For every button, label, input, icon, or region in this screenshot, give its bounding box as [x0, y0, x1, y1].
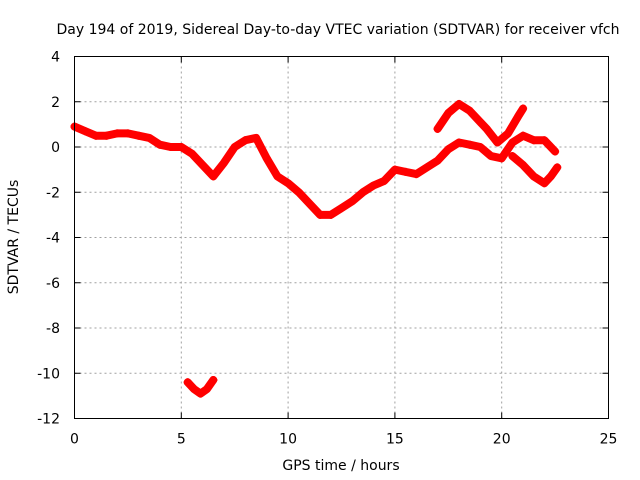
- data-point: [508, 152, 517, 161]
- y-tick-label: 4: [51, 50, 60, 66]
- data-point: [155, 140, 164, 149]
- data-point: [348, 197, 357, 206]
- data-point: [326, 210, 335, 219]
- x-axis-label: GPS time / hours: [282, 458, 399, 474]
- data-point: [508, 138, 517, 147]
- y-tick-label: -12: [37, 412, 60, 428]
- data-point: [220, 158, 229, 167]
- y-tick-label: -8: [46, 321, 60, 337]
- data-point: [209, 376, 218, 385]
- data-point: [529, 172, 538, 181]
- data-point: [519, 104, 528, 113]
- data-point: [412, 170, 421, 179]
- data-point: [273, 172, 282, 181]
- data-point: [284, 179, 293, 188]
- data-point: [519, 131, 528, 140]
- data-point: [422, 163, 431, 172]
- y-axis-label: SDTVAR / TECUs: [6, 180, 22, 295]
- data-point: [177, 143, 186, 151]
- data-point: [540, 179, 549, 188]
- data-point: [551, 147, 560, 156]
- y-tick-label: 2: [51, 95, 60, 111]
- data-point: [166, 143, 175, 151]
- data-point: [390, 165, 399, 174]
- data-point: [433, 124, 442, 133]
- x-tick-label: 10: [279, 432, 297, 448]
- data-point: [529, 136, 538, 145]
- data-point: [187, 149, 196, 158]
- data-point: [401, 167, 410, 176]
- y-tick-label: -2: [46, 185, 60, 201]
- data-point: [113, 129, 122, 138]
- axis-ticks: [74, 56, 609, 419]
- data-point: [134, 131, 143, 140]
- data-point: [553, 163, 562, 172]
- y-tick-label: -6: [46, 276, 60, 292]
- data-point: [123, 129, 132, 138]
- data-point: [183, 378, 192, 387]
- data-point: [252, 133, 261, 142]
- data-point: [241, 136, 250, 145]
- data-point: [493, 138, 502, 147]
- data-point: [444, 109, 453, 118]
- data-point: [305, 199, 314, 208]
- data-point: [454, 138, 463, 147]
- data-point: [444, 145, 453, 154]
- data-point: [476, 143, 485, 151]
- data-point: [482, 124, 491, 133]
- series-lower-branch: [508, 152, 562, 188]
- data-point: [358, 188, 367, 197]
- data-point: [209, 172, 218, 181]
- data-point: [369, 181, 378, 190]
- data-point: [454, 100, 463, 109]
- data-point: [91, 131, 100, 140]
- data-point: [465, 106, 474, 115]
- data-point: [230, 143, 239, 151]
- data-point: [202, 385, 211, 394]
- data-point: [546, 172, 555, 181]
- grid: [74, 56, 609, 419]
- data-point: [433, 156, 442, 165]
- data-point: [337, 204, 346, 213]
- data-point: [145, 133, 154, 142]
- data-point: [102, 131, 111, 140]
- data-point: [476, 118, 485, 127]
- data-point: [497, 154, 506, 163]
- x-tick-label: 20: [493, 432, 511, 448]
- data-point: [514, 111, 523, 120]
- data-point: [190, 385, 199, 394]
- data-point: [380, 176, 389, 185]
- data-point: [198, 161, 207, 170]
- y-tick-label: -4: [46, 231, 60, 247]
- x-tick-label: 25: [600, 432, 618, 448]
- x-tick-label: 5: [177, 432, 186, 448]
- data-point: [504, 129, 513, 138]
- data-point: [196, 389, 205, 398]
- data-point: [519, 161, 528, 170]
- data-point: [487, 152, 496, 161]
- series-upper-branch: [433, 100, 528, 147]
- data-series: [70, 100, 562, 398]
- series-main-trace: [70, 122, 560, 219]
- data-point: [262, 154, 271, 163]
- chart-title: Day 194 of 2019, Sidereal Day-to-day VTE…: [56, 22, 619, 38]
- data-point: [81, 127, 90, 136]
- data-point: [294, 188, 303, 197]
- data-point: [540, 136, 549, 145]
- y-tick-label: -10: [37, 366, 60, 382]
- x-tick-label: 0: [70, 432, 79, 448]
- y-tick-label: 0: [51, 140, 60, 156]
- x-tick-label: 15: [386, 432, 404, 448]
- data-point: [316, 210, 325, 219]
- data-point: [465, 140, 474, 149]
